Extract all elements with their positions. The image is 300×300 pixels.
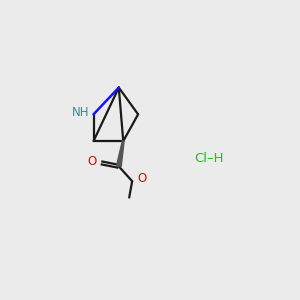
Polygon shape — [116, 141, 124, 167]
Text: Cl–H: Cl–H — [195, 152, 224, 165]
Text: O: O — [137, 172, 147, 185]
Text: NH: NH — [71, 106, 89, 119]
Text: O: O — [87, 155, 97, 168]
